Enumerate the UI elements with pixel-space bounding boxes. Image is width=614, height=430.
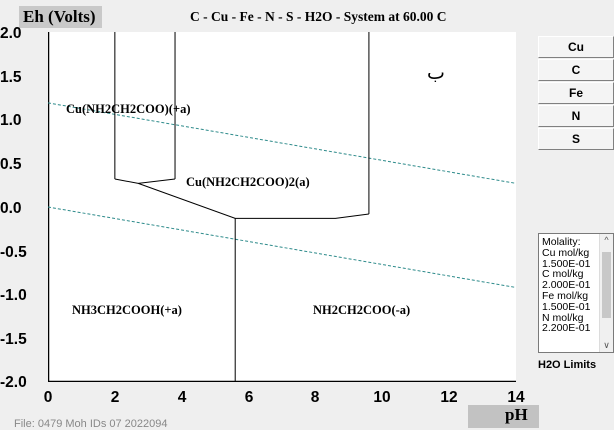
title-bar: Eh (Volts) C - Cu - Fe - N - S - H2O - S… <box>0 0 614 28</box>
scroll-down-icon[interactable]: ∨ <box>603 340 610 350</box>
element-button-s[interactable]: S <box>538 128 614 150</box>
molality-line: 2.000E-01 <box>542 279 591 292</box>
y-tick-label: -1.5 <box>0 331 27 348</box>
y-tick-label: 0.0 <box>0 200 22 217</box>
axis-frame <box>48 32 516 382</box>
region-label: Cu(NH2CH2COO)(+a) <box>66 102 191 116</box>
x-tick-label: 2 <box>110 389 120 406</box>
molality-line: C mol/kg <box>542 268 584 281</box>
phase-boundary-line <box>138 182 369 219</box>
molality-line: 1.500E-01 <box>542 300 591 313</box>
x-tick-label: 0 <box>43 389 53 406</box>
molality-listbox[interactable]: Molality: Cu mol/kg 1.500E-01 C mol/kg 2… <box>538 233 614 353</box>
y-tick-label: 0.5 <box>0 156 22 173</box>
water-limit-line-lower <box>48 206 516 288</box>
region-label: Cu(NH2CH2COO)2(a) <box>186 175 310 189</box>
molality-line: Cu mol/kg <box>542 246 590 259</box>
x-tick-label: 8 <box>310 389 320 406</box>
y-tick-label: -2.0 <box>0 374 27 391</box>
x-tick-label: 10 <box>373 389 391 406</box>
element-button-cu[interactable]: Cu <box>538 36 614 58</box>
molality-line: 1.500E-01 <box>542 257 591 270</box>
pourbaix-plot-area[interactable]: Cu(NH2CH2COO)(+a) Cu(NH2CH2COO)2(a) NH3C… <box>48 32 516 382</box>
element-button-c[interactable]: C <box>538 59 614 81</box>
x-tick-label: 6 <box>244 389 254 406</box>
y-tick-label: -1.0 <box>0 287 27 304</box>
region-label: NH3CH2COOH(+a) <box>72 303 182 317</box>
y-tick-label: 2.0 <box>0 25 22 42</box>
y-tick-label: -0.5 <box>0 244 27 261</box>
phase-boundary-line <box>114 178 176 184</box>
y-tick-label: 1.5 <box>0 69 22 86</box>
x-axis-title-box <box>468 405 539 428</box>
x-tick-label: 12 <box>440 389 458 406</box>
system-title: C - Cu - Fe - N - S - H2O - System at 60… <box>190 9 447 24</box>
y-tick-label: 1.0 <box>0 112 22 129</box>
footer-text: File: 0479 Moh IDs 07 2022094 <box>14 418 168 430</box>
x-axis-title: pH <box>505 405 528 424</box>
molality-line: Fe mol/kg <box>542 289 589 302</box>
region-label: NH2CH2COO(-a) <box>313 303 411 317</box>
molality-list: Molality: Cu mol/kg 1.500E-01 C mol/kg 2… <box>542 237 600 334</box>
annotation-mark: ب <box>427 62 445 84</box>
pourbaix-diagram <box>48 32 516 382</box>
x-tick-label: 14 <box>507 389 525 406</box>
molality-line: N mol/kg <box>542 311 584 324</box>
x-tick-label: 4 <box>177 389 187 406</box>
molality-line: Molality: <box>542 236 581 248</box>
water-limit-line-upper <box>48 102 516 184</box>
scroll-up-icon[interactable]: ^ <box>604 235 609 245</box>
molality-scrollbar[interactable]: ^ ∨ <box>599 234 613 352</box>
h2o-limits-label[interactable]: H2O Limits <box>538 359 597 371</box>
molality-line: 2.200E-01 <box>542 322 591 335</box>
element-button-fe[interactable]: Fe <box>538 82 614 104</box>
scrollbar-thumb[interactable] <box>602 252 611 318</box>
element-button-n[interactable]: N <box>538 105 614 127</box>
y-axis-title: Eh (Volts) <box>19 6 102 28</box>
